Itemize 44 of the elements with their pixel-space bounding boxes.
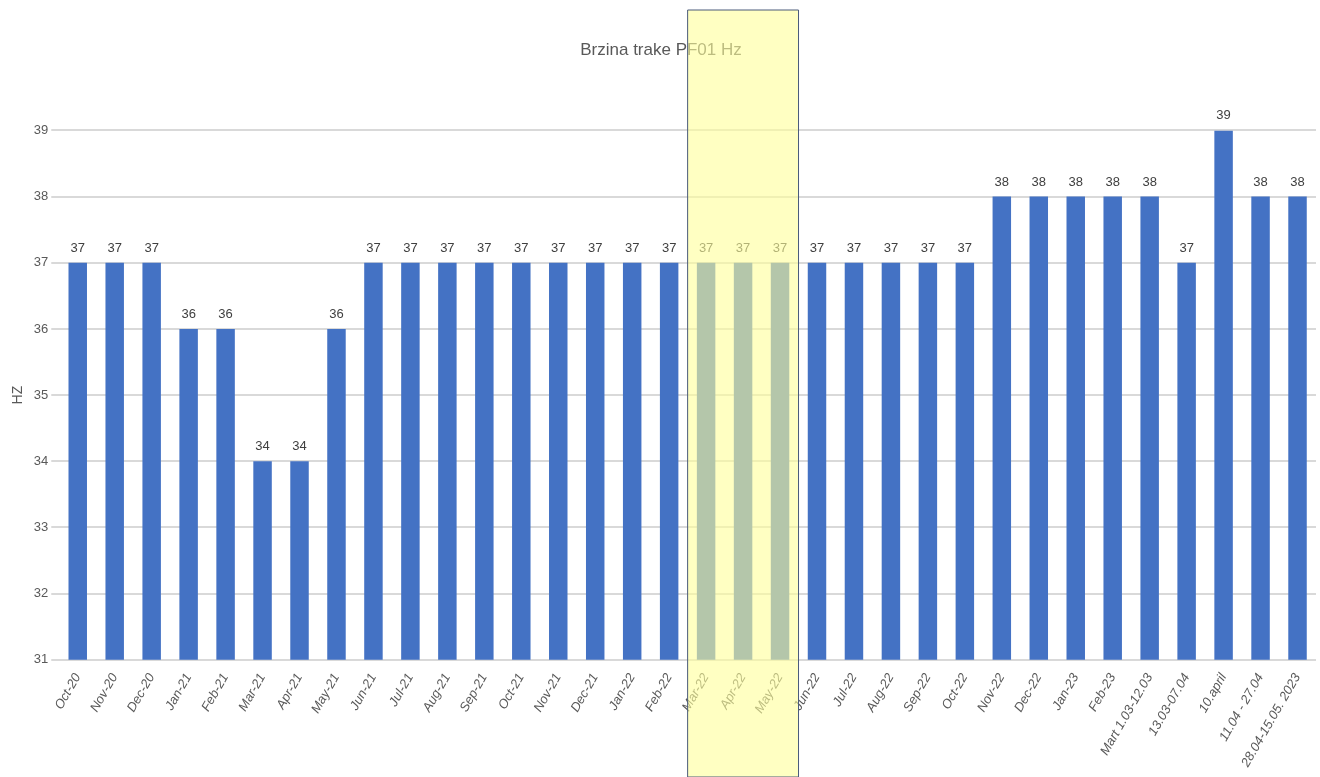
data-label: 37: [957, 239, 973, 255]
data-label: 37: [403, 239, 418, 255]
data-label: 38: [1142, 173, 1157, 189]
data-label: 36: [218, 306, 233, 321]
data-label: 37: [477, 239, 492, 255]
y-tick-label: 34: [33, 452, 49, 468]
data-label: 37: [809, 239, 825, 255]
y-tick-label: 32: [33, 585, 49, 601]
data-label: 37: [551, 239, 566, 255]
data-label: 37: [846, 239, 862, 255]
data-label: 38: [1031, 173, 1047, 189]
y-tick-label: 39: [33, 121, 49, 137]
data-label: 37: [514, 239, 529, 255]
data-label: 39: [1216, 107, 1231, 123]
data-label: 38: [1068, 173, 1083, 189]
data-label: 36: [181, 306, 196, 321]
data-label: 34: [255, 438, 270, 454]
data-label: 37: [366, 239, 381, 255]
data-label: 37: [624, 239, 640, 255]
data-label: 37: [920, 239, 936, 255]
y-tick-label: 31: [33, 651, 49, 667]
data-label: 38: [1105, 173, 1120, 189]
data-label: 34: [292, 438, 307, 454]
y-tick-label: 35: [33, 386, 49, 402]
data-label: 38: [994, 173, 1010, 189]
data-label: 38: [1253, 173, 1268, 189]
data-label: 37: [144, 239, 159, 255]
data-label: 37: [661, 239, 677, 255]
data-label: 37: [772, 239, 788, 255]
y-tick-label: 37: [33, 254, 49, 270]
data-label: 36: [329, 306, 344, 321]
data-label: 37: [70, 239, 85, 255]
y-tick-label: 33: [33, 519, 49, 535]
data-label: 37: [1179, 239, 1194, 255]
y-tick-label: 38: [33, 188, 49, 204]
data-label: 37: [883, 239, 899, 255]
data-label: 37: [735, 239, 751, 255]
data-label: 37: [107, 239, 122, 255]
data-label: 38: [1290, 173, 1305, 189]
y-axis-title: HZ: [9, 385, 26, 405]
data-label: 37: [440, 239, 455, 255]
data-label: 37: [587, 239, 603, 255]
data-label: 37: [698, 239, 714, 255]
y-tick-label: 36: [33, 320, 49, 336]
